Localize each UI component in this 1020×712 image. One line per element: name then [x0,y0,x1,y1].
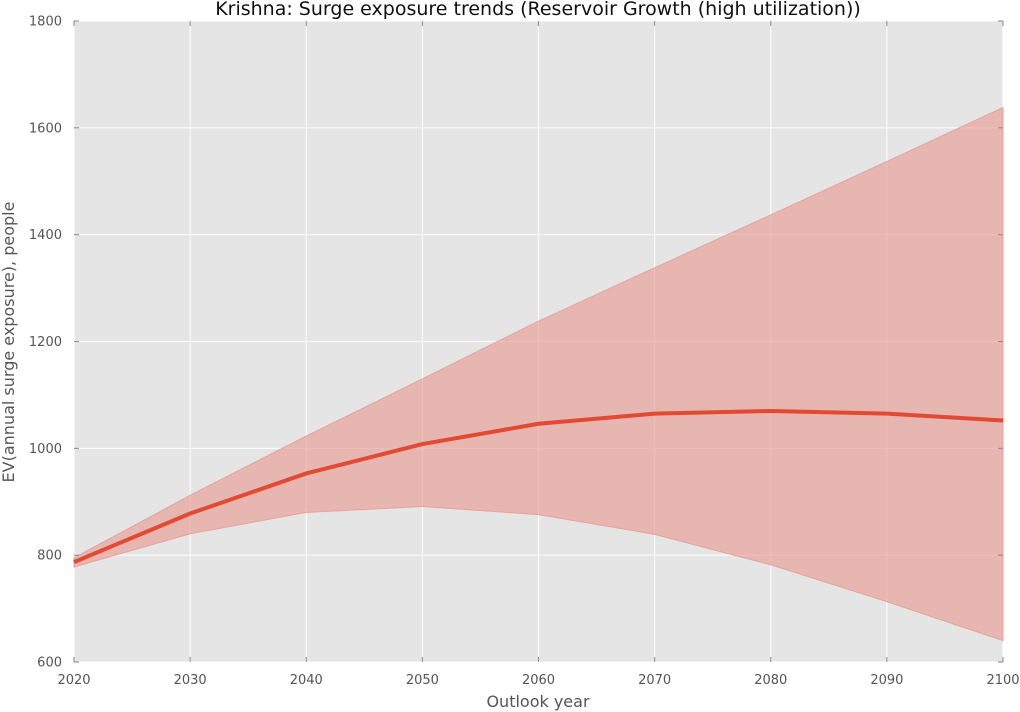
x-axis-label: Outlook year [486,692,590,711]
band-layer [73,106,1004,642]
y-tick-label: 1000 [29,442,62,457]
y-tick-label: 1200 [29,335,62,350]
x-tick-label: 2080 [754,673,787,688]
y-tick-label: 600 [37,656,62,671]
series-line [73,408,1004,564]
y-tick-label: 1600 [29,121,62,136]
x-tick-label: 2070 [638,673,671,688]
x-tick-label: 2060 [522,673,555,688]
x-tick-label: 2050 [406,673,439,688]
y-axis-label: EV(annual surge exposure), people [0,202,18,483]
x-tick-label: 2100 [986,673,1019,688]
y-tick-label: 1800 [29,15,62,30]
uncertainty-band [73,106,1004,642]
y-tick-label: 1400 [29,228,62,243]
x-tick-label: 2090 [870,673,903,688]
chart-title: Krishna: Surge exposure trends (Reservoi… [215,0,861,20]
y-axis-ticks: 600 800 1000 1200 1400 1600 1800 [29,15,1003,671]
x-tick-label: 2030 [174,673,207,688]
x-tick-label: 2040 [290,673,323,688]
line-layer [73,408,1004,564]
y-tick-label: 800 [37,549,62,564]
x-tick-label: 2020 [57,673,90,688]
x-axis-ticks: 2020 2030 2040 2050 2060 2070 2080 2090 2100 [57,21,1020,688]
